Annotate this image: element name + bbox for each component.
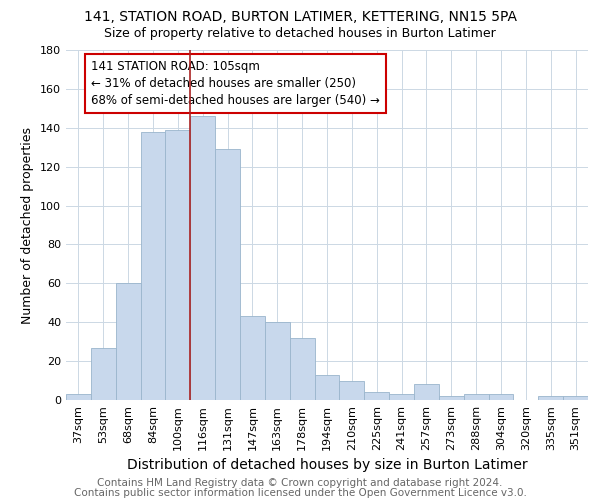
Bar [488, 394, 514, 400]
Bar [140, 132, 166, 400]
Text: Size of property relative to detached houses in Burton Latimer: Size of property relative to detached ho… [104, 28, 496, 40]
Text: 141 STATION ROAD: 105sqm
← 31% of detached houses are smaller (250)
68% of semi-: 141 STATION ROAD: 105sqm ← 31% of detach… [91, 60, 380, 106]
Bar [240, 316, 265, 400]
Bar [389, 394, 414, 400]
Text: Contains public sector information licensed under the Open Government Licence v3: Contains public sector information licen… [74, 488, 526, 498]
Bar [314, 374, 340, 400]
Y-axis label: Number of detached properties: Number of detached properties [22, 126, 34, 324]
X-axis label: Distribution of detached houses by size in Burton Latimer: Distribution of detached houses by size … [127, 458, 527, 472]
Bar [166, 130, 190, 400]
Bar [190, 116, 215, 400]
Text: Contains HM Land Registry data © Crown copyright and database right 2024.: Contains HM Land Registry data © Crown c… [97, 478, 503, 488]
Bar [439, 396, 464, 400]
Bar [538, 396, 563, 400]
Bar [91, 348, 116, 400]
Bar [265, 322, 290, 400]
Bar [66, 394, 91, 400]
Bar [290, 338, 314, 400]
Bar [116, 284, 140, 400]
Bar [563, 396, 588, 400]
Bar [340, 380, 364, 400]
Text: 141, STATION ROAD, BURTON LATIMER, KETTERING, NN15 5PA: 141, STATION ROAD, BURTON LATIMER, KETTE… [83, 10, 517, 24]
Bar [215, 149, 240, 400]
Bar [414, 384, 439, 400]
Bar [364, 392, 389, 400]
Bar [464, 394, 488, 400]
